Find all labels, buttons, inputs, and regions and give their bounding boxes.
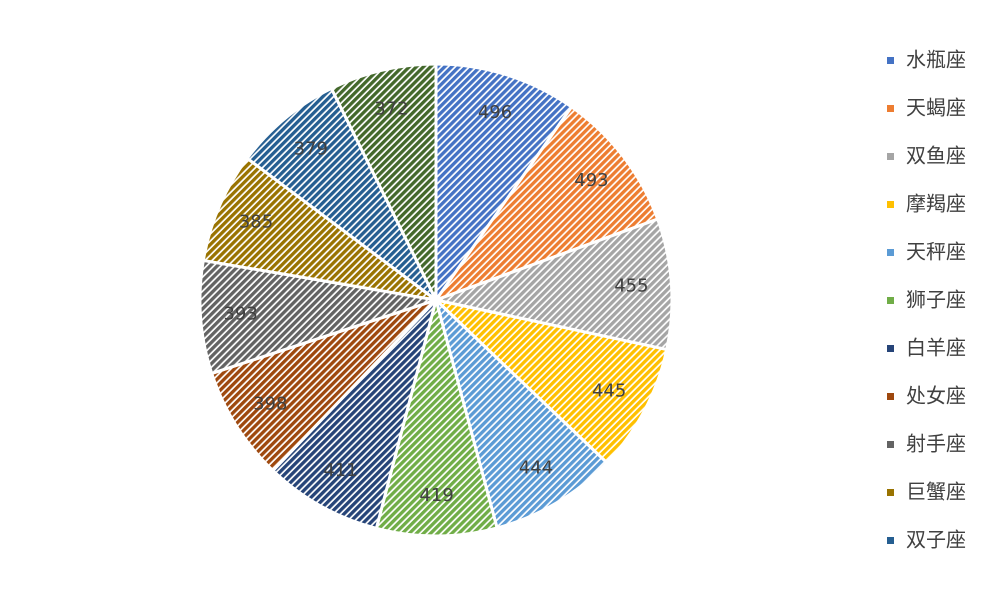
- data-label: 445: [592, 381, 626, 402]
- pie-slice: [434, 62, 574, 305]
- legend-marker: [887, 297, 894, 304]
- data-label: 393: [223, 303, 257, 324]
- data-label: 398: [253, 393, 287, 414]
- legend-label: 狮子座: [906, 288, 966, 312]
- legend-marker: [887, 345, 894, 352]
- data-label: 385: [239, 212, 273, 233]
- legend-label: 处女座: [906, 384, 966, 408]
- pie-slice: [245, 86, 438, 302]
- legend-label: 水瓶座: [906, 48, 966, 72]
- data-label: 455: [614, 275, 648, 296]
- legend-label: 双鱼座: [906, 144, 966, 168]
- data-label: 493: [574, 170, 608, 191]
- legend-marker: [887, 57, 894, 64]
- legend-marker: [887, 153, 894, 160]
- pie-slice: [432, 104, 660, 304]
- pie-slice: [374, 294, 499, 538]
- legend-label: 双子座: [906, 528, 966, 552]
- pie-slice: [198, 258, 437, 376]
- pie-slice: [430, 217, 674, 352]
- pie-slice: [431, 297, 669, 465]
- pie-slice: [209, 298, 438, 473]
- legend-marker: [887, 201, 894, 208]
- data-label: 496: [478, 102, 512, 123]
- legend-label: 巨蟹座: [906, 480, 966, 504]
- legend-label: 摩羯座: [906, 192, 966, 216]
- data-label: 444: [519, 457, 553, 478]
- legend-label: 射手座: [906, 432, 966, 456]
- legend-label: 天蝎座: [906, 96, 966, 120]
- legend-marker: [887, 441, 894, 448]
- pie-slice: [329, 62, 438, 301]
- legend-marker: [887, 105, 894, 112]
- pie-slice: [270, 294, 439, 531]
- data-label: 379: [294, 138, 328, 159]
- legend-label: 白羊座: [906, 336, 966, 360]
- data-label: 411: [323, 460, 357, 481]
- pie-slice: [201, 156, 437, 302]
- legend-label: 天秤座: [906, 240, 966, 264]
- legend-marker: [887, 249, 894, 256]
- data-label: 372: [374, 98, 408, 119]
- data-label: 419: [419, 485, 453, 506]
- legend-marker: [887, 537, 894, 544]
- pie-slice: [433, 295, 610, 530]
- legend-marker: [887, 393, 894, 400]
- legend-marker: [887, 489, 894, 496]
